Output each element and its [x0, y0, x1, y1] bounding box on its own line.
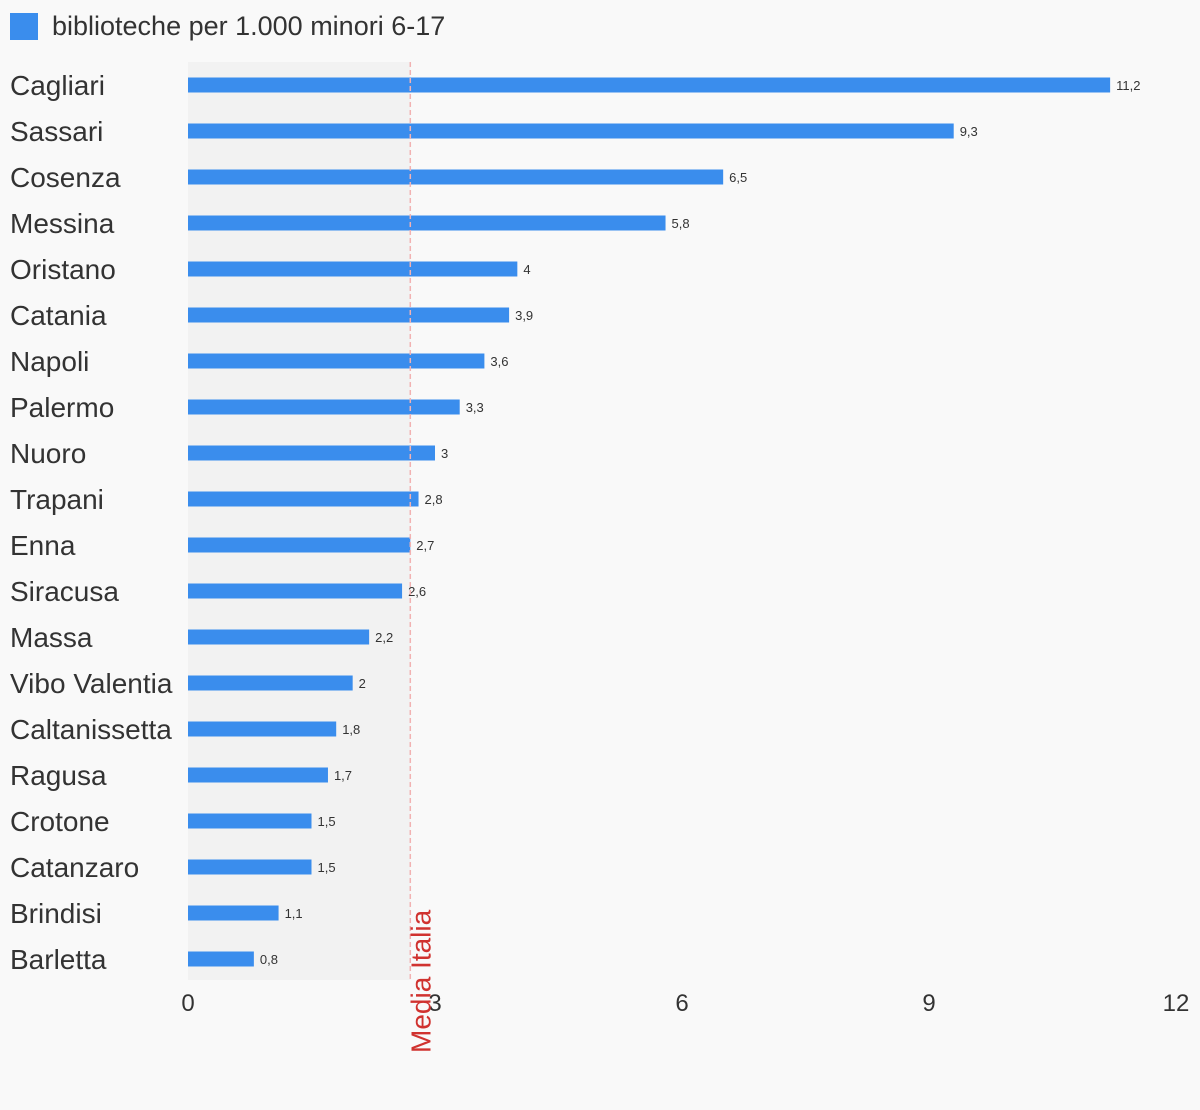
chart-legend: biblioteche per 1.000 minori 6-17	[10, 10, 445, 42]
category-label: Brindisi	[10, 898, 102, 929]
category-label: Trapani	[10, 484, 104, 515]
bar	[188, 537, 411, 553]
bar	[188, 813, 312, 829]
category-label: Caltanissetta	[10, 714, 172, 745]
x-tick-label: 3	[428, 990, 441, 1017]
category-label: Vibo Valentia	[10, 668, 173, 699]
category-label: Palermo	[10, 392, 114, 423]
data-label: 1,7	[334, 768, 352, 783]
bar	[188, 169, 724, 185]
category-label: Nuoro	[10, 438, 86, 469]
category-label: Massa	[10, 622, 93, 653]
bar	[188, 399, 460, 415]
category-label: Napoli	[10, 346, 89, 377]
data-label: 11,2	[1116, 78, 1140, 93]
legend-swatch	[10, 12, 38, 40]
bar	[188, 859, 312, 875]
x-tick-label: 12	[1163, 990, 1190, 1017]
bar	[188, 491, 419, 507]
data-label: 1,5	[318, 860, 336, 875]
bar	[188, 261, 518, 277]
bar	[188, 445, 435, 461]
x-tick-label: 9	[922, 990, 935, 1017]
category-label: Messina	[10, 208, 115, 239]
data-label: 9,3	[960, 124, 978, 139]
category-label: Barletta	[10, 944, 107, 975]
bar	[188, 215, 666, 231]
bar	[188, 767, 328, 783]
category-label: Oristano	[10, 254, 116, 285]
bar	[188, 629, 370, 645]
data-label: 2,8	[425, 492, 443, 507]
category-label: Siracusa	[10, 576, 119, 607]
bar	[188, 307, 510, 323]
data-label: 3,9	[515, 308, 533, 323]
bar	[188, 353, 485, 369]
bar	[188, 77, 1111, 93]
data-label: 2,6	[408, 584, 426, 599]
bar	[188, 583, 403, 599]
data-label: 2,2	[375, 630, 393, 645]
category-label: Catanzaro	[10, 852, 139, 883]
bar	[188, 675, 353, 691]
category-label: Ragusa	[10, 760, 107, 791]
reference-line-label: Media Italia	[405, 909, 436, 1053]
x-tick-label: 0	[181, 990, 194, 1017]
data-label: 0,8	[260, 952, 278, 967]
data-label: 3,6	[490, 354, 508, 369]
category-label: Crotone	[10, 806, 110, 837]
data-label: 3,3	[466, 400, 484, 415]
bar	[188, 905, 279, 921]
bar	[188, 951, 254, 967]
category-label: Cagliari	[10, 70, 105, 101]
data-label: 6,5	[729, 170, 747, 185]
category-label: Catania	[10, 300, 107, 331]
category-label: Sassari	[10, 116, 103, 147]
data-label: 2,7	[416, 538, 434, 553]
data-label: 5,8	[672, 216, 690, 231]
legend-label: biblioteche per 1.000 minori 6-17	[52, 11, 446, 41]
data-label: 1,1	[285, 906, 303, 921]
data-label: 2	[359, 676, 366, 691]
data-label: 1,5	[318, 814, 336, 829]
category-label: Enna	[10, 530, 76, 561]
x-tick-label: 6	[675, 990, 688, 1017]
category-label: Cosenza	[10, 162, 121, 193]
bar	[188, 721, 337, 737]
data-label: 4	[523, 262, 530, 277]
data-label: 3	[441, 446, 448, 461]
data-label: 1,8	[342, 722, 360, 737]
bar	[188, 123, 954, 139]
below-average-band	[188, 62, 411, 980]
